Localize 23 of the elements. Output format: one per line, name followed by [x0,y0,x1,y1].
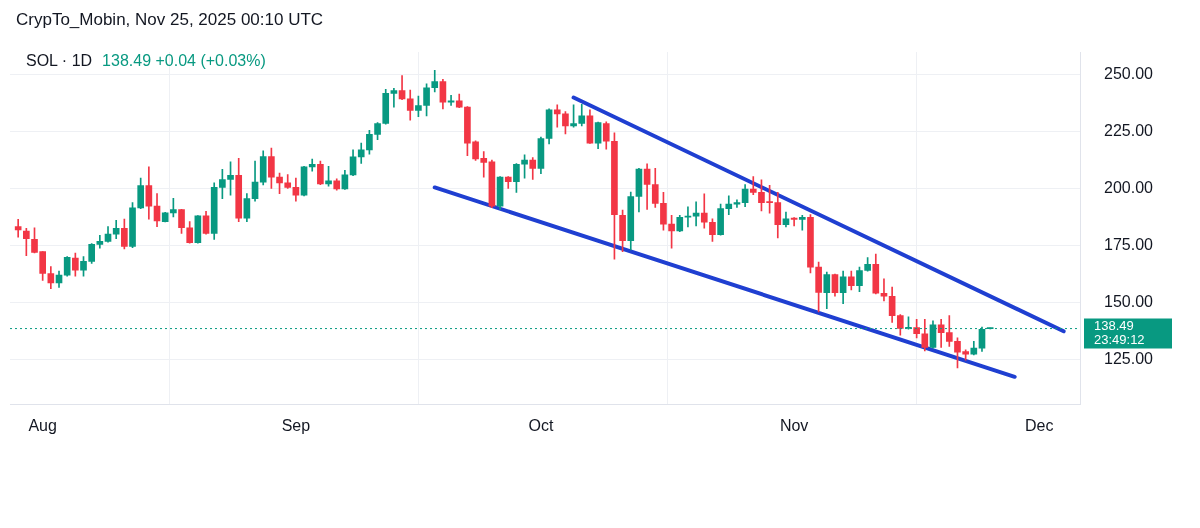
y-tick-label: 250.00 [1104,65,1154,83]
x-tick-label: Nov [779,416,809,434]
ref-line-label: 138.49 [1094,318,1134,334]
text: CrypTo_Mobin, Nov 25, 2025 00:10 UTC [16,10,324,30]
chart-subtitle: 138.49 +0.04 (+0.03%) [102,52,266,69]
candlestick [553,104,561,128]
y-tick-label: 200.00 [1104,178,1154,196]
x-tick-label: Aug [28,416,57,434]
x-tick-label: Oct [528,416,554,434]
y-tick-label: 225.00 [1104,122,1154,140]
candlestick [308,158,316,172]
y-tick-label: 175.00 [1104,235,1154,253]
candlestick [684,206,692,228]
candlestick [390,88,398,108]
y-tick-label: 125.00 [1104,349,1154,367]
candlestick [798,215,806,231]
y-tick-label: 150.00 [1104,292,1154,310]
x-tick-label: Dec [1024,416,1054,434]
candlestick [790,217,798,227]
candlestick [880,278,888,302]
x-tick-label: Sep [281,416,311,434]
chart-title: SOL · 1D [26,52,93,69]
text: 23:49:12 [1094,332,1145,348]
